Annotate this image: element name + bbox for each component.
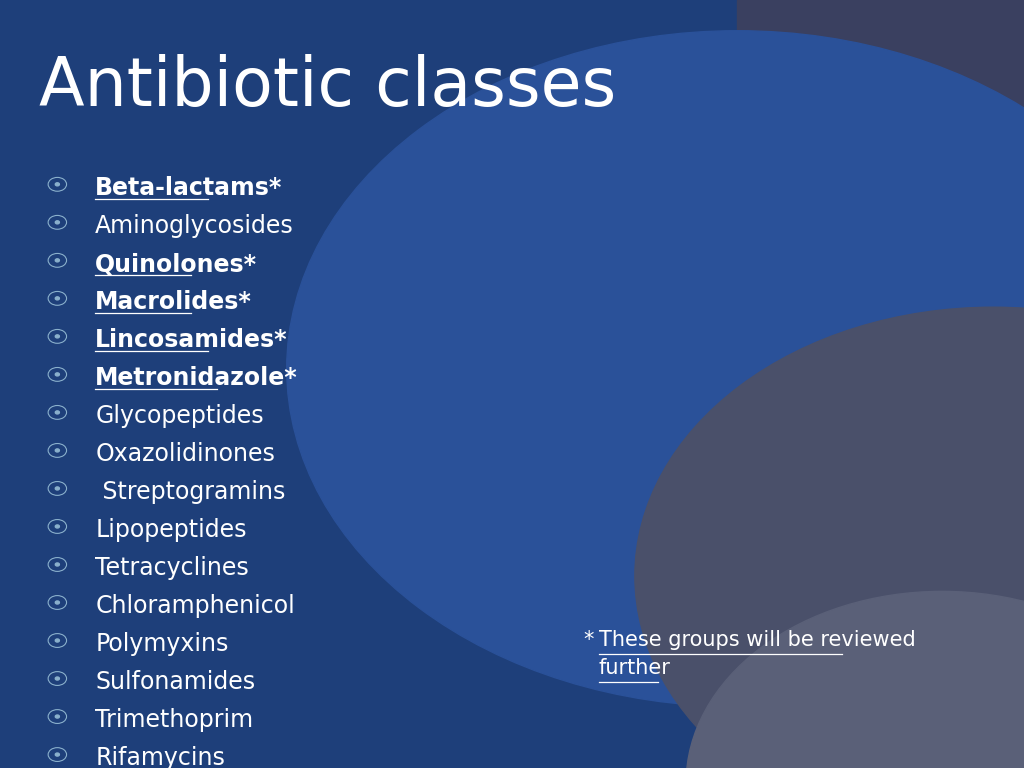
Circle shape [55, 601, 59, 604]
Circle shape [55, 183, 59, 186]
Circle shape [55, 753, 59, 756]
Text: Macrolides*: Macrolides* [95, 290, 252, 314]
Circle shape [55, 373, 59, 376]
Text: Oxazolidinones: Oxazolidinones [95, 442, 275, 466]
Text: Polymyxins: Polymyxins [95, 632, 228, 657]
Circle shape [287, 31, 1024, 707]
Circle shape [635, 307, 1024, 768]
Circle shape [55, 677, 59, 680]
Circle shape [686, 591, 1024, 768]
Circle shape [55, 525, 59, 528]
Text: Chloramphenicol: Chloramphenicol [95, 594, 295, 618]
Text: Rifamycins: Rifamycins [95, 746, 225, 768]
Circle shape [55, 449, 59, 452]
Text: Lincosamides*: Lincosamides* [95, 328, 288, 353]
Circle shape [55, 259, 59, 262]
Text: These groups will be reviewed: These groups will be reviewed [599, 631, 915, 650]
Text: Antibiotic classes: Antibiotic classes [39, 54, 616, 120]
Text: Sulfonamides: Sulfonamides [95, 670, 255, 694]
Circle shape [55, 715, 59, 718]
Circle shape [55, 221, 59, 224]
Text: Trimethoprim: Trimethoprim [95, 708, 253, 733]
Bar [737, 0, 1024, 768]
Text: Glycopeptides: Glycopeptides [95, 404, 264, 429]
Text: Aminoglycosides: Aminoglycosides [95, 214, 294, 238]
Text: Quinolones*: Quinolones* [95, 252, 257, 276]
Text: *: * [584, 631, 601, 650]
Text: further: further [599, 658, 671, 678]
Circle shape [55, 296, 59, 300]
Text: Lipopeptides: Lipopeptides [95, 518, 247, 542]
Circle shape [55, 411, 59, 414]
Text: Metronidazole*: Metronidazole* [95, 366, 298, 390]
Text: Beta-lactams*: Beta-lactams* [95, 176, 283, 200]
Text: Tetracyclines: Tetracyclines [95, 556, 249, 581]
Circle shape [55, 563, 59, 566]
Circle shape [55, 335, 59, 338]
Circle shape [55, 639, 59, 642]
Text: Streptogramins: Streptogramins [95, 480, 286, 505]
Circle shape [55, 487, 59, 490]
